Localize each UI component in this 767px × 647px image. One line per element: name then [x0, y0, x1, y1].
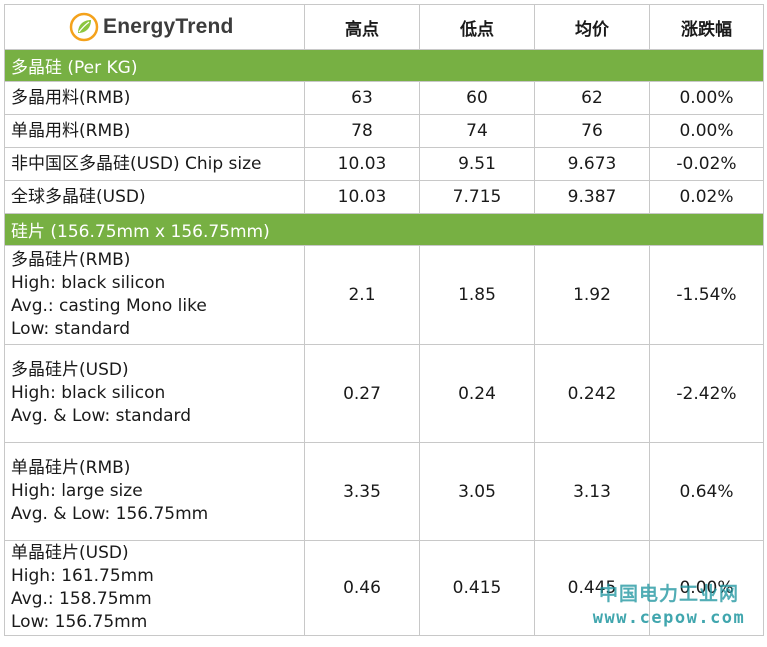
row-label-line: High: 161.75mm: [11, 566, 154, 586]
cell-avg: 0.242: [534, 344, 650, 443]
cell-avg: 9.673: [534, 147, 650, 181]
cell-high: 10.03: [304, 180, 420, 214]
cell-change: -2.42%: [649, 344, 764, 443]
cell-low: 74: [419, 114, 535, 148]
logo-cell: EnergyTrend: [4, 4, 305, 50]
cell-avg: 9.387: [534, 180, 650, 214]
cell-change: 0.00%: [649, 114, 764, 148]
cell-change: -0.02%: [649, 147, 764, 181]
cell-change: -1.54%: [649, 245, 764, 345]
cell-high: 0.27: [304, 344, 420, 443]
cell-high: 3.35: [304, 442, 420, 541]
cell-low: 9.51: [419, 147, 535, 181]
row-label-line: High: large size: [11, 481, 143, 501]
row-label: 多晶硅片(RMB) High: black silicon Avg.: cast…: [4, 245, 305, 345]
header-row: EnergyTrend 高点 低点 均价 涨跌幅: [4, 4, 764, 50]
cell-high: 78: [304, 114, 420, 148]
table-row: 单晶用料(RMB) 78 74 76 0.00%: [4, 114, 764, 148]
section-row-wafer: 硅片 (156.75mm x 156.75mm): [4, 213, 764, 246]
table-row: 单晶硅片(USD) High: 161.75mm Avg.: 158.75mm …: [4, 540, 764, 636]
row-label: 非中国区多晶硅(USD) Chip size: [4, 147, 305, 181]
section-row-polysilicon: 多晶硅 (Per KG): [4, 49, 764, 82]
cell-avg: 0.445: [534, 540, 650, 636]
header-change: 涨跌幅: [649, 4, 764, 50]
row-label-line: Avg. & Low: standard: [11, 406, 192, 426]
logo-text: EnergyTrend: [103, 15, 234, 38]
row-label: 单晶硅片(USD) High: 161.75mm Avg.: 158.75mm …: [4, 540, 305, 636]
cell-change: 0.64%: [649, 442, 764, 541]
cell-low: 3.05: [419, 442, 535, 541]
row-label: 多晶用料(RMB): [4, 81, 305, 115]
cell-avg: 3.13: [534, 442, 650, 541]
cell-low: 0.415: [419, 540, 535, 636]
row-label-line: Low: standard: [11, 319, 131, 339]
cell-avg: 76: [534, 114, 650, 148]
energytrend-logo: EnergyTrend: [11, 5, 298, 49]
row-label: 全球多晶硅(USD): [4, 180, 305, 214]
cell-avg: 62: [534, 81, 650, 115]
row-label: 多晶硅片(USD) High: black silicon Avg. & Low…: [4, 344, 305, 443]
cell-low: 1.85: [419, 245, 535, 345]
table-row: 全球多晶硅(USD) 10.03 7.715 9.387 0.02%: [4, 180, 764, 214]
header-high: 高点: [304, 4, 420, 50]
cell-high: 2.1: [304, 245, 420, 345]
cell-high: 0.46: [304, 540, 420, 636]
row-label-line: Low: 156.75mm: [11, 612, 148, 632]
header-low: 低点: [419, 4, 535, 50]
section-title: 硅片 (156.75mm x 156.75mm): [4, 213, 764, 246]
row-label-line: 多晶硅片(USD): [11, 360, 129, 380]
table-row: 单晶硅片(RMB) High: large size Avg. & Low: 1…: [4, 442, 764, 541]
cell-change: 0.02%: [649, 180, 764, 214]
price-table: EnergyTrend 高点 低点 均价 涨跌幅 多晶硅 (Per KG) 多晶…: [4, 4, 764, 636]
cell-low: 0.24: [419, 344, 535, 443]
cell-change: 0.00%: [649, 540, 764, 636]
row-label-line: Avg. & Low: 156.75mm: [11, 504, 209, 524]
row-label-line: Avg.: casting Mono like: [11, 296, 207, 316]
row-label: 单晶硅片(RMB) High: large size Avg. & Low: 1…: [4, 442, 305, 541]
row-label-line: 单晶硅片(USD): [11, 543, 129, 563]
row-label-line: 多晶硅片(RMB): [11, 250, 131, 270]
cell-low: 7.715: [419, 180, 535, 214]
table-row: 多晶硅片(USD) High: black silicon Avg. & Low…: [4, 344, 764, 443]
table-row: 多晶硅片(RMB) High: black silicon Avg.: cast…: [4, 245, 764, 345]
table-row: 非中国区多晶硅(USD) Chip size 10.03 9.51 9.673 …: [4, 147, 764, 181]
cell-high: 10.03: [304, 147, 420, 181]
row-label-line: Avg.: 158.75mm: [11, 589, 152, 609]
table-row: 多晶用料(RMB) 63 60 62 0.00%: [4, 81, 764, 115]
row-label: 单晶用料(RMB): [4, 114, 305, 148]
row-label-line: 单晶硅片(RMB): [11, 458, 131, 478]
cell-low: 60: [419, 81, 535, 115]
row-label-line: High: black silicon: [11, 273, 166, 293]
cell-avg: 1.92: [534, 245, 650, 345]
row-label-line: High: black silicon: [11, 383, 166, 403]
cell-change: 0.00%: [649, 81, 764, 115]
cell-high: 63: [304, 81, 420, 115]
leaf-circle-icon: [69, 12, 99, 42]
section-title: 多晶硅 (Per KG): [4, 49, 764, 82]
header-avg: 均价: [534, 4, 650, 50]
